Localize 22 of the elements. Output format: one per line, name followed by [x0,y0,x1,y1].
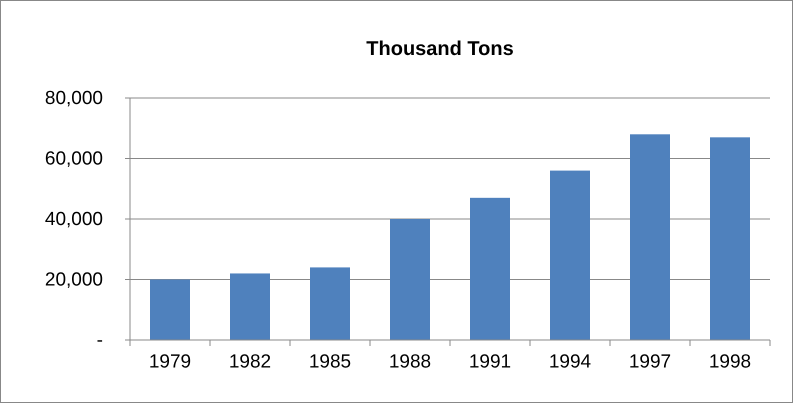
bar [550,170,590,340]
y-tick-label: 80,000 [44,88,103,110]
bar [470,198,510,340]
x-tick-label: 1979 [148,351,192,372]
x-tick-label: 1997 [628,351,672,372]
y-tick-label: 20,000 [44,270,103,291]
bar [230,273,270,340]
y-tick-label: - [96,330,103,352]
y-tick-label: 60,000 [44,148,103,170]
bar [390,219,430,340]
x-tick-label: 1994 [548,351,592,372]
x-tick-label: 1982 [228,351,272,372]
bar [150,280,190,340]
x-tick-label: 1991 [468,351,512,372]
chart-title: Thousand Tons [366,38,514,60]
x-tick-label: 1985 [308,351,352,372]
bar [710,137,750,340]
x-tick-label: 1998 [708,351,752,372]
x-tick-label: 1988 [388,351,432,372]
bar [630,134,670,340]
y-tick-label: 40,000 [44,209,103,230]
bar [310,267,350,340]
